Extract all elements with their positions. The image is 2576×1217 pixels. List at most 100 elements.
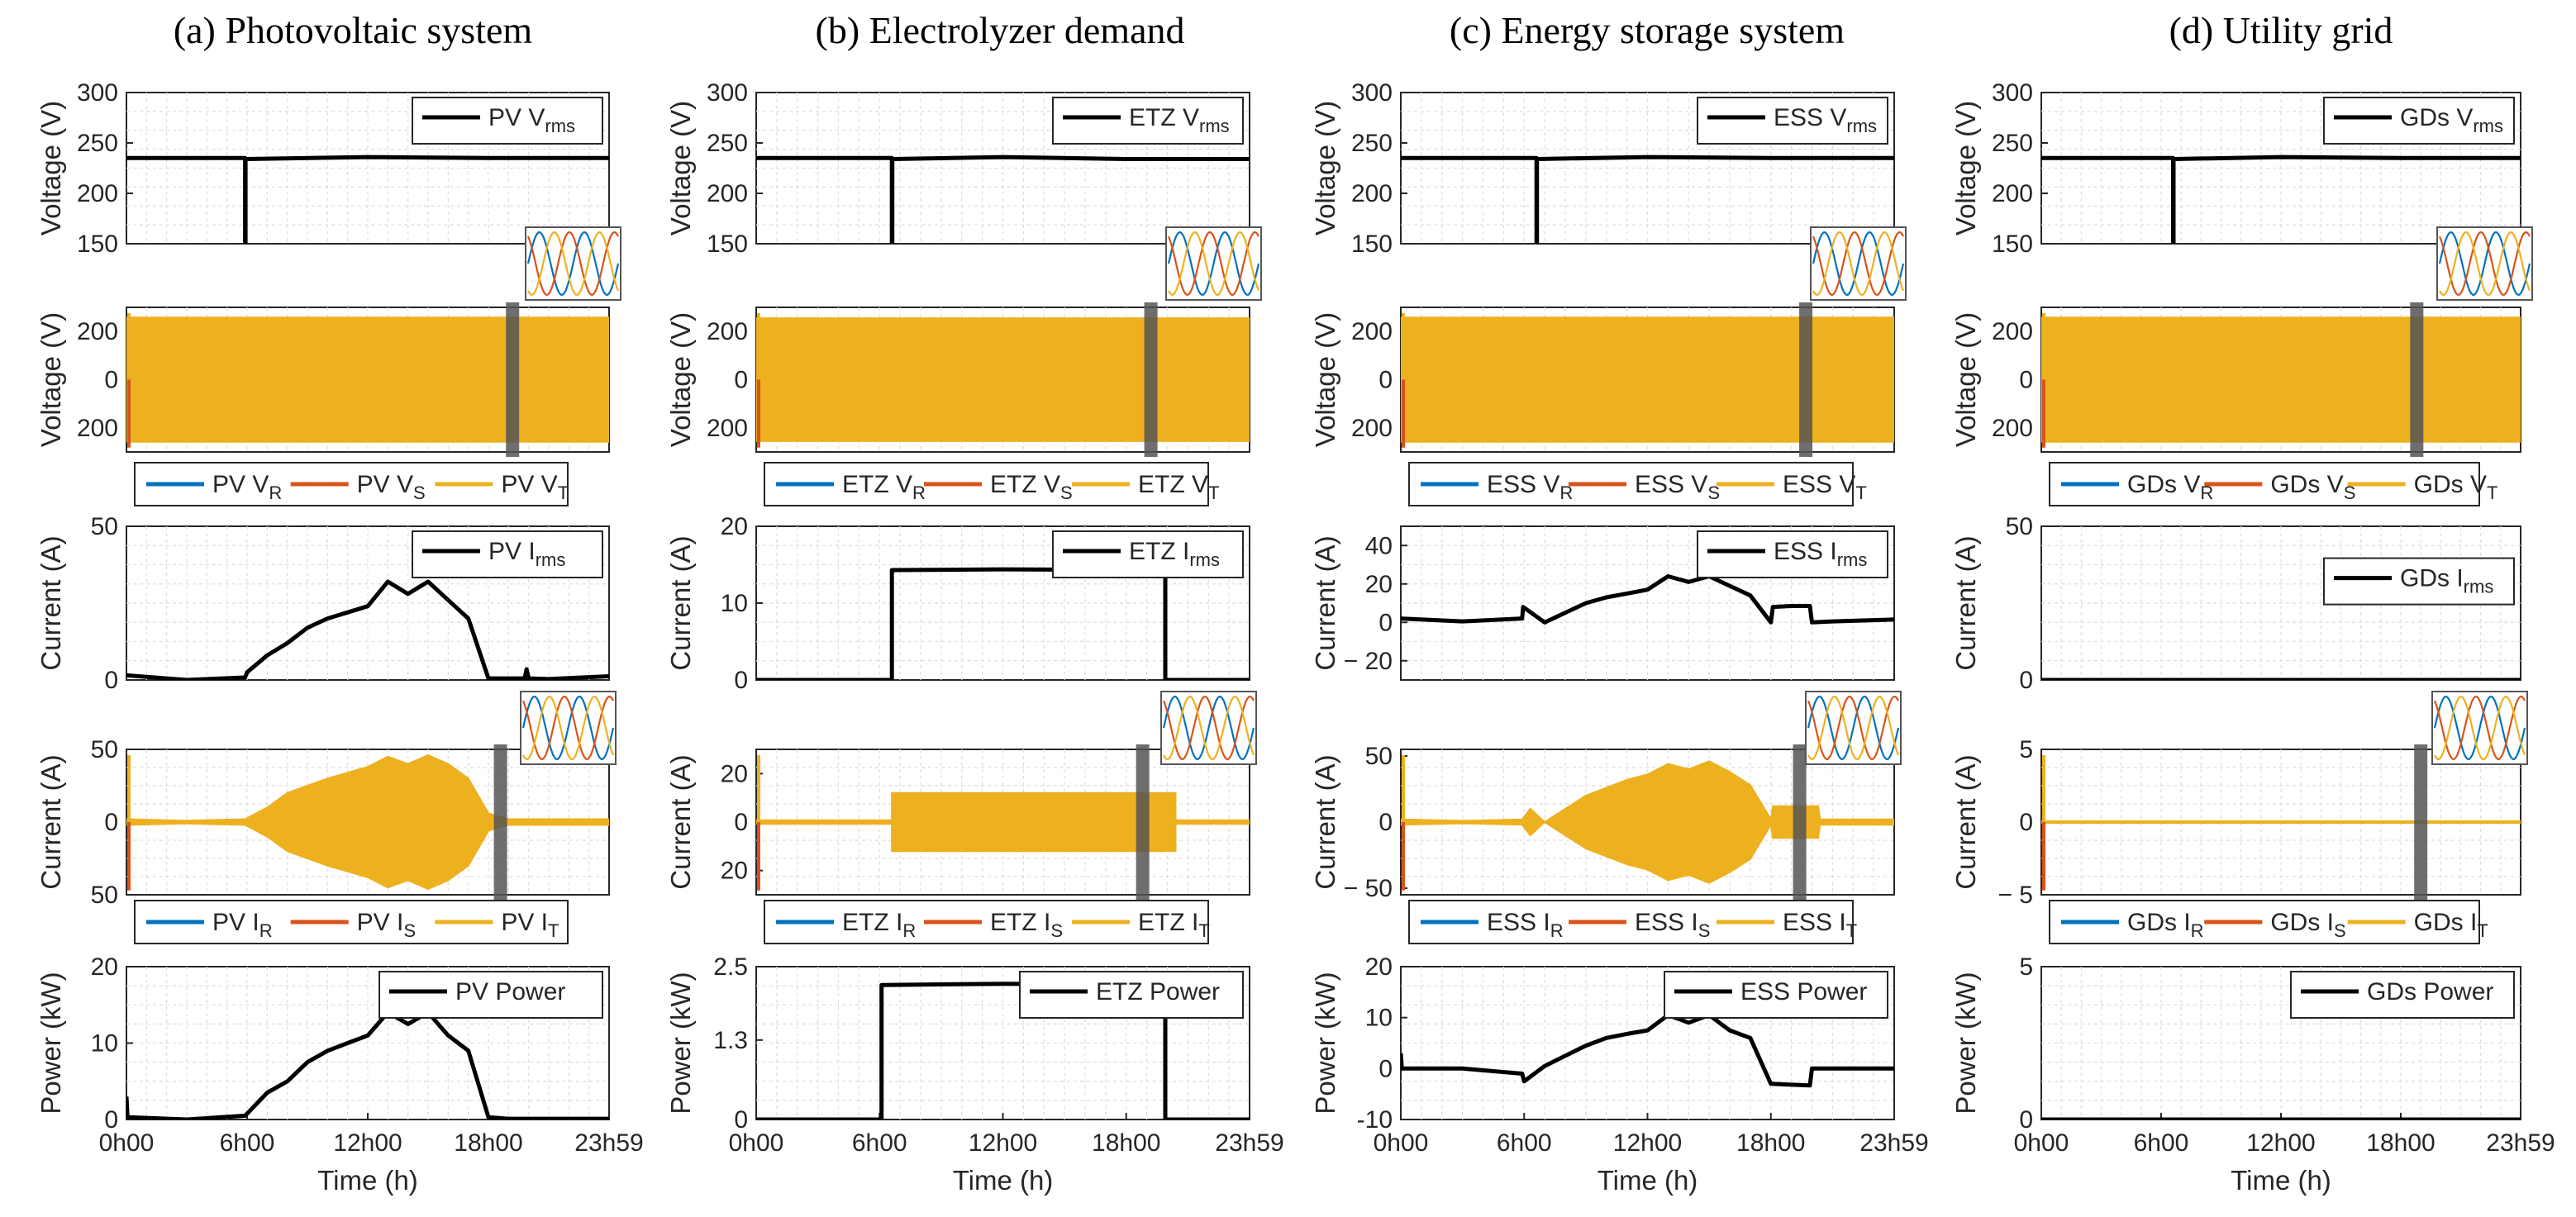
y-tick-label: 50 — [91, 513, 118, 540]
y-tick-label: 300 — [77, 79, 118, 107]
legend-box — [412, 97, 603, 145]
series-b2-0 — [756, 317, 1250, 442]
y-tick-label: 200 — [77, 415, 118, 442]
legend-text: ETZ I — [1129, 538, 1189, 565]
y-tick-label: 0 — [1378, 1055, 1393, 1082]
y-tick-label: 150 — [77, 231, 118, 258]
waveform-inset-wave-0 — [1167, 231, 1260, 296]
legend-entry: GDs Vrms — [2400, 104, 2503, 136]
legend-text: PV I — [501, 909, 548, 936]
legend-text: ETZ V — [1138, 471, 1208, 498]
legend-subscript: rms — [2464, 577, 2494, 597]
x-tick-label: 12h00 — [969, 1129, 1037, 1157]
legend-entry: ESS VR — [1487, 471, 1573, 503]
y-axis-label: Current (A) — [36, 535, 66, 670]
legend-text: ESS V — [1635, 471, 1707, 498]
legend-subscript: S — [2334, 920, 2346, 941]
legend-text: GDs Power — [2367, 978, 2493, 1005]
legend: ETZ VR ETZ VS ETZ VT — [764, 462, 1219, 506]
y-axis-label: Voltage (V) — [665, 101, 696, 235]
legend-subscript: T — [2487, 483, 2497, 503]
waveform-inset-wave-0 — [1162, 696, 1255, 760]
series-group — [2041, 755, 2521, 891]
x-tick-label: 6h00 — [852, 1129, 907, 1157]
series-a1-0 — [126, 155, 609, 244]
waveform-inset-wave-0 — [521, 696, 615, 760]
legend-text: ESS V — [1487, 471, 1559, 498]
x-tick-label: 23h59 — [2486, 1129, 2555, 1157]
legend-text: ETZ Power — [1096, 978, 1220, 1005]
legend-text: ETZ I — [990, 909, 1050, 936]
waveform-inset-wave-1 — [1807, 696, 1899, 760]
legend: GDs IR GDs IS GDs IT — [2049, 900, 2488, 944]
legend-text: ESS Power — [1740, 978, 1867, 1005]
waveform-inset-wave-2 — [1168, 231, 1260, 296]
y-axis-label: Current (A) — [1950, 535, 1981, 670]
y-tick-label: 0 — [1378, 367, 1393, 394]
x-tick-label: 6h00 — [2134, 1129, 2189, 1157]
legend-subscript: S — [403, 920, 416, 941]
x-tick-label: 12h00 — [1613, 1129, 1682, 1157]
legend-entry: ESS VS — [1635, 471, 1720, 503]
legend-text: ESS I — [1774, 538, 1837, 565]
legend-box — [2323, 557, 2515, 606]
y-tick-label: 20 — [1365, 571, 1393, 598]
waveform-inset-wave-0 — [1807, 696, 1900, 760]
legend-text: GDs V — [2127, 471, 2200, 498]
legend-box — [1697, 97, 1888, 145]
series-b4-0 — [756, 792, 1250, 853]
panel-c1: 150 200 250 300 Voltage (V) ESS Vrms — [1310, 79, 1907, 301]
y-tick-label: 200 — [1351, 180, 1393, 207]
series-group — [1401, 313, 1894, 448]
legend-entry: PV VS — [357, 471, 426, 503]
y-tick-label: 250 — [1351, 130, 1393, 157]
y-axis-label: Voltage (V) — [1310, 101, 1340, 235]
legend-box — [764, 900, 1209, 944]
waveform-inset-wave-2 — [527, 231, 620, 296]
y-tick-label: 20 — [91, 953, 118, 981]
legend-text: PV Power — [455, 978, 565, 1005]
y-tick-label: 20 — [1365, 953, 1393, 981]
legend-subscript: S — [1050, 920, 1063, 941]
legend-text: GDs V — [2400, 104, 2473, 131]
y-tick-label: 10 — [91, 1030, 118, 1058]
series-group — [1401, 755, 1894, 891]
series-group — [2041, 313, 2521, 448]
series-c4-0 — [1401, 760, 1894, 884]
y-axis-label: Voltage (V) — [1310, 312, 1340, 447]
legend-text: GDs V — [2414, 471, 2487, 498]
y-axis-label: Voltage (V) — [1950, 312, 1981, 447]
y-tick-label: 0 — [104, 367, 118, 394]
legend-box — [1664, 971, 1888, 1019]
legend-entry: ETZ IR — [842, 909, 916, 941]
y-tick-label: 20 — [721, 760, 748, 787]
legend-text: GDs I — [2400, 565, 2464, 592]
legend-subscript: R — [1559, 483, 1573, 503]
y-tick-label: 50 — [91, 736, 118, 763]
legend: ESS Irms — [1697, 530, 1888, 578]
legend-text: GDs I — [2270, 909, 2334, 936]
waveform-inset-wave-2 — [2434, 696, 2526, 760]
panel-b3: 0 10 20 Current (A) ETZ Irms — [665, 513, 1250, 694]
legend-box — [2290, 971, 2515, 1019]
legend-subscript: S — [1060, 483, 1073, 503]
legend-entry: GDs IT — [2414, 909, 2488, 941]
legend-subscript: R — [2200, 483, 2213, 503]
time-marker — [506, 302, 520, 457]
series-group — [1401, 574, 1894, 625]
y-tick-label: 5 — [2019, 953, 2033, 981]
y-tick-label: 200 — [1992, 180, 2033, 207]
legend-entry: ESS Irms — [1774, 538, 1867, 570]
y-tick-label: 200 — [1992, 415, 2033, 442]
legend-box — [1408, 900, 1854, 944]
legend-entry: GDs VR — [2127, 471, 2213, 503]
y-tick-label: 50 — [2006, 513, 2033, 540]
legend-box — [379, 971, 603, 1019]
series-c5-0 — [1401, 1013, 1894, 1088]
time-marker — [1144, 302, 1158, 457]
series-b3-0 — [756, 567, 1250, 680]
legend: PV IR PV IS PV IT — [134, 900, 569, 944]
legend: PV Vrms — [412, 97, 603, 145]
